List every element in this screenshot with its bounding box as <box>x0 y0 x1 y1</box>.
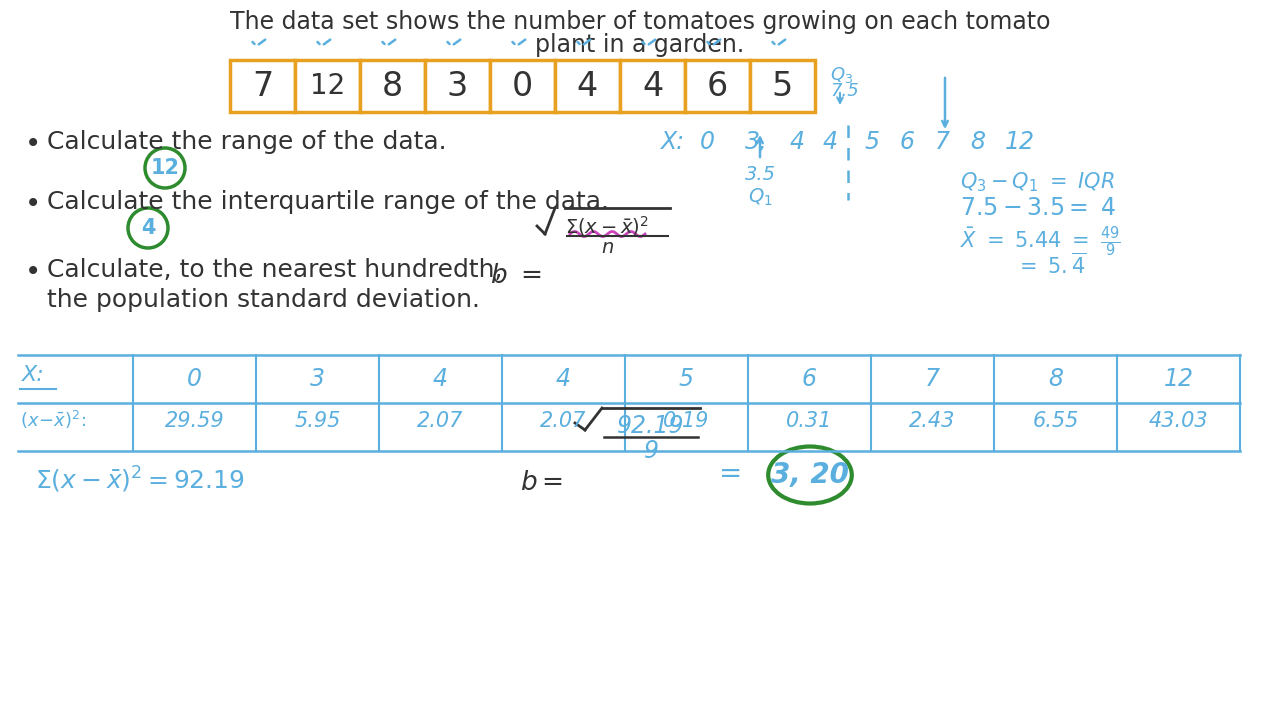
Text: 7: 7 <box>252 70 273 102</box>
Text: 4: 4 <box>433 367 448 391</box>
Bar <box>425 60 490 112</box>
Text: X:: X: <box>660 130 684 154</box>
Text: 4: 4 <box>641 70 663 102</box>
Text: 7: 7 <box>925 367 940 391</box>
Text: 8: 8 <box>381 70 403 102</box>
Text: 3: 3 <box>310 367 325 391</box>
Text: $Q_3$: $Q_3$ <box>829 65 854 85</box>
Bar <box>556 60 620 112</box>
Text: 7.5: 7.5 <box>829 82 859 100</box>
Text: 4: 4 <box>823 130 838 154</box>
Text: $b =$: $b =$ <box>520 470 563 496</box>
Bar <box>750 60 815 112</box>
Text: The data set shows the number of tomatoes growing on each tomato: The data set shows the number of tomatoe… <box>229 10 1051 34</box>
Bar <box>230 60 294 112</box>
Text: 5: 5 <box>865 130 881 154</box>
Text: 6.55: 6.55 <box>1032 411 1079 431</box>
Text: 12: 12 <box>310 72 346 100</box>
Text: 12: 12 <box>1164 367 1193 391</box>
Text: 0: 0 <box>512 70 534 102</box>
Text: 0: 0 <box>187 367 202 391</box>
Text: •: • <box>26 130 41 158</box>
Text: $7.5 - 3.5 = \ 4$: $7.5 - 3.5 = \ 4$ <box>960 196 1116 220</box>
Text: 8: 8 <box>1048 367 1062 391</box>
Text: 2.07: 2.07 <box>540 411 586 431</box>
Text: 3, 20: 3, 20 <box>771 461 849 489</box>
Text: 29.59: 29.59 <box>165 411 224 431</box>
Text: the population standard deviation.: the population standard deviation. <box>47 288 480 312</box>
Text: Calculate the range of the data.: Calculate the range of the data. <box>47 130 447 154</box>
Text: 5: 5 <box>678 367 694 391</box>
Text: 4: 4 <box>141 218 155 238</box>
Text: 2.43: 2.43 <box>909 411 956 431</box>
Text: 4: 4 <box>790 130 805 154</box>
Bar <box>620 60 685 112</box>
Text: $\bar{X}\ =\ 5.44\ =\ \frac{49}{9}$: $\bar{X}\ =\ 5.44\ =\ \frac{49}{9}$ <box>960 224 1120 258</box>
Text: •: • <box>26 258 41 286</box>
Text: 92.19: 92.19 <box>617 414 685 438</box>
Text: 9: 9 <box>644 439 658 463</box>
Text: 3,: 3, <box>745 130 768 154</box>
Text: 6: 6 <box>803 367 817 391</box>
Text: 43.03: 43.03 <box>1148 411 1208 431</box>
Bar <box>490 60 556 112</box>
Text: 4: 4 <box>556 367 571 391</box>
Bar <box>685 60 750 112</box>
Text: =: = <box>718 460 741 488</box>
Text: plant in a garden.: plant in a garden. <box>535 33 745 57</box>
Bar <box>294 60 360 112</box>
Text: 0: 0 <box>700 130 716 154</box>
Text: X:: X: <box>22 365 45 385</box>
Text: $\Sigma(x - \bar{x})^2$: $\Sigma(x - \bar{x})^2$ <box>564 214 649 238</box>
Text: 4: 4 <box>577 70 598 102</box>
Text: n: n <box>600 238 613 257</box>
Text: 6: 6 <box>707 70 728 102</box>
Text: $Q_1$: $Q_1$ <box>748 187 772 208</box>
Text: 7: 7 <box>934 130 950 154</box>
Text: 12: 12 <box>1005 130 1036 154</box>
Text: 3: 3 <box>447 70 468 102</box>
Text: Calculate the interquartile range of the data.: Calculate the interquartile range of the… <box>47 190 609 214</box>
Text: $(x\!-\!\bar{x})^2\!:$: $(x\!-\!\bar{x})^2\!:$ <box>20 409 87 431</box>
Text: $\Sigma(x - \bar{x})^2 = 92.19$: $\Sigma(x - \bar{x})^2 = 92.19$ <box>35 465 244 495</box>
Text: 5: 5 <box>772 70 794 102</box>
Text: 2.07: 2.07 <box>417 411 463 431</box>
Text: 12: 12 <box>151 158 179 178</box>
Text: $Q_3 - Q_1\ =\ IQR$: $Q_3 - Q_1\ =\ IQR$ <box>960 170 1115 194</box>
Text: 0.31: 0.31 <box>786 411 833 431</box>
Text: 8: 8 <box>970 130 986 154</box>
Text: $b\ =$: $b\ =$ <box>490 263 541 289</box>
Text: $=\ 5.\overline{4}$: $=\ 5.\overline{4}$ <box>1015 252 1087 277</box>
Text: Calculate, to the nearest hundredth,: Calculate, to the nearest hundredth, <box>47 258 503 282</box>
Text: 3.5: 3.5 <box>745 165 776 184</box>
Text: •: • <box>26 190 41 218</box>
Text: 6: 6 <box>900 130 915 154</box>
Text: 5.95: 5.95 <box>294 411 340 431</box>
Text: 0.19: 0.19 <box>663 411 709 431</box>
Bar <box>360 60 425 112</box>
